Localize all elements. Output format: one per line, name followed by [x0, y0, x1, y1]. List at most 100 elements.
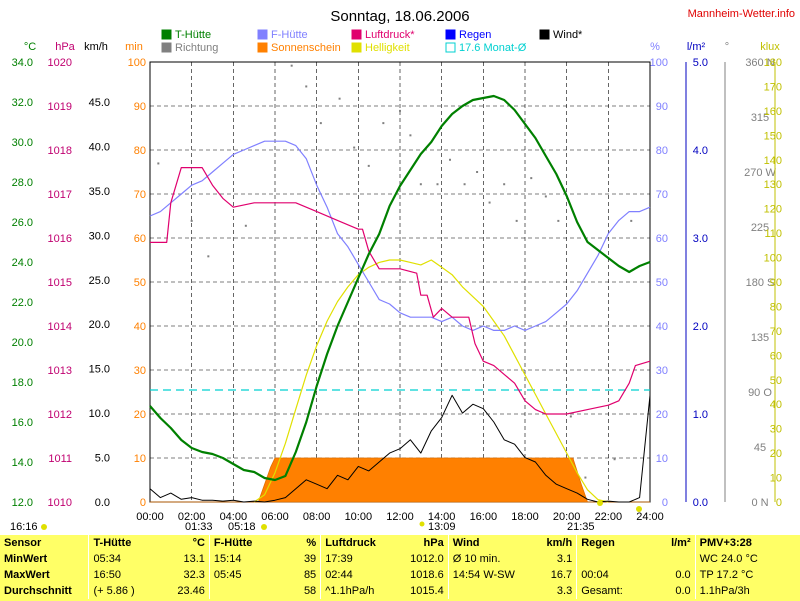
- stats-header-cell: °C: [192, 537, 205, 549]
- stats-header-cell: Wind: [447, 535, 524, 551]
- direction-axis-tick-label: 135: [751, 332, 769, 344]
- sunrise-icon-time: 01:33: [185, 521, 213, 533]
- stats-cell: 1015.4: [410, 585, 444, 597]
- moon-icon: [41, 524, 47, 530]
- stats-cell: 58: [303, 585, 317, 597]
- wind-axis-tick-label: 20.0: [89, 319, 110, 331]
- stats-row: MinWert 05:34 13.1 15:14 39 17:39 1012.0 Ø 10 m…: [0, 551, 800, 567]
- light-axis-tick-label: 70: [770, 326, 782, 338]
- stats-cell: 00:04: [576, 567, 644, 583]
- stats-cell: 1.1hPa/3h: [694, 583, 800, 599]
- temp-axis-tick-label: 16.0: [12, 417, 33, 429]
- stats-row: Durchschnitt (+ 5.86 ) 23.46 58 ^1.1hPa/h 101…: [0, 583, 800, 599]
- legend-label: Wind*: [553, 29, 583, 41]
- stats-cell: 1018.6: [410, 569, 444, 581]
- stats-cell: 3.3: [556, 585, 573, 597]
- stats-cell: ^1.1hPa/h: [320, 583, 395, 599]
- stats-header-cell: %: [306, 537, 317, 549]
- stats-cell: 02:44: [320, 567, 395, 583]
- wind-line: [149, 394, 651, 503]
- wind-axis-tick-label: 25.0: [89, 275, 110, 287]
- humidity-line: [149, 140, 651, 331]
- legend-label: Sonnenschein: [271, 42, 341, 54]
- stats-cell: 1012.0: [410, 553, 444, 565]
- wind-axis-tick-label: 35.0: [89, 186, 110, 198]
- stats-cell: [447, 583, 524, 599]
- wind-axis-tick-label: 30.0: [89, 230, 110, 242]
- pressure-axis-tick-label: 1017: [48, 189, 72, 201]
- stats-cell: Durchschnitt: [4, 585, 72, 597]
- sunset-icon: [597, 500, 603, 506]
- time-axis-tick-label: 12:00: [386, 511, 414, 523]
- legend-swatch: [257, 29, 268, 40]
- humidity-axis-tick-label: 100: [650, 57, 668, 69]
- sun-axis-tick-label: 100: [128, 57, 146, 69]
- humidity-axis-tick-label: 10: [656, 453, 668, 465]
- stats-cell: 05:45: [208, 567, 276, 583]
- legend-label: Luftdruck*: [365, 29, 415, 41]
- direction-point: [305, 85, 308, 88]
- pressure-axis-tick-label: 1010: [48, 497, 72, 509]
- sunrise-time: 05:18: [228, 521, 256, 533]
- temp-axis-tick-label: 12.0: [12, 497, 33, 509]
- direction-point: [190, 219, 193, 222]
- light-axis-tick-label: 130: [764, 179, 782, 191]
- stats-cell: 05:34: [88, 551, 160, 567]
- axis-unit-label: km/h: [84, 41, 108, 53]
- rain-axis-tick-label: 1.0: [693, 409, 708, 421]
- direction-point: [613, 458, 616, 461]
- direction-point: [436, 183, 439, 186]
- stats-header-cell: PMV+3:28: [694, 535, 800, 551]
- stats-cell: [576, 551, 644, 567]
- stats-cell: MaxWert: [4, 569, 50, 581]
- sun-axis-tick-label: 70: [134, 189, 146, 201]
- humidity-axis-tick-label: 20: [656, 409, 668, 421]
- sun-axis-tick-label: 20: [134, 409, 146, 421]
- temp-axis-tick-label: 24.0: [12, 257, 33, 269]
- direction-point: [569, 415, 572, 418]
- sun-axis-tick-label: 60: [134, 233, 146, 245]
- legend-label: Regen: [459, 29, 491, 41]
- stats-cell: Ø 10 min.: [447, 551, 524, 567]
- sunset-time: 21:35: [567, 521, 595, 533]
- stats-cell: WC 24.0 °C: [694, 551, 800, 567]
- direction-point: [557, 219, 560, 222]
- wind-axis-tick-label: 10.0: [89, 408, 110, 420]
- stats-header-cell: Regen: [576, 535, 644, 551]
- stats-header-cell: hPa: [423, 537, 444, 549]
- light-axis-tick-label: 180: [764, 57, 782, 69]
- stats-cell: 17:39: [320, 551, 395, 567]
- direction-point: [476, 171, 479, 173]
- stats-cell: 3.1: [556, 553, 573, 565]
- stats-cell: [208, 583, 276, 599]
- temp-axis-tick-label: 22.0: [12, 297, 33, 309]
- brightness-line: [253, 259, 609, 503]
- humidity-axis-tick-label: 80: [656, 145, 668, 157]
- humidity-axis-tick-label: 30: [656, 365, 668, 377]
- pressure-axis-tick-label: 1019: [48, 101, 72, 113]
- temp-axis-tick-label: 26.0: [12, 217, 33, 229]
- axis-unit-label: l/m²: [687, 41, 706, 53]
- time-axis-tick-label: 10:00: [345, 511, 373, 523]
- axis-unit-label: min: [125, 41, 143, 53]
- pressure-axis-tick-label: 1011: [48, 453, 72, 465]
- stats-cell: 14:54 W-SW: [447, 567, 524, 583]
- light-axis-tick-label: 90: [770, 277, 782, 289]
- stats-cell: 32.3: [183, 569, 205, 581]
- direction-point: [353, 146, 356, 149]
- sun-axis-tick-label: 90: [134, 101, 146, 113]
- sun-axis-tick-label: 0: [140, 497, 146, 509]
- stats-cell: 16.7: [550, 569, 573, 581]
- stats-cell: Gesamt:: [576, 583, 644, 599]
- legend-swatch: [539, 29, 550, 40]
- direction-point: [488, 201, 491, 204]
- direction-axis-tick-label: 270 W: [744, 167, 776, 179]
- time-axis-tick-label: 24:00: [636, 511, 664, 523]
- light-axis-tick-label: 40: [770, 399, 782, 411]
- direction-point: [419, 183, 422, 186]
- humidity-axis-tick-label: 70: [656, 189, 668, 201]
- legend-swatch: [351, 29, 362, 40]
- legend-label: F-Hütte: [271, 29, 308, 41]
- stats-cell: 16:50: [88, 567, 160, 583]
- statistics-panel: Sensor T-Hütte °C F-Hütte% Luftdruck hPa Wind k…: [0, 535, 800, 601]
